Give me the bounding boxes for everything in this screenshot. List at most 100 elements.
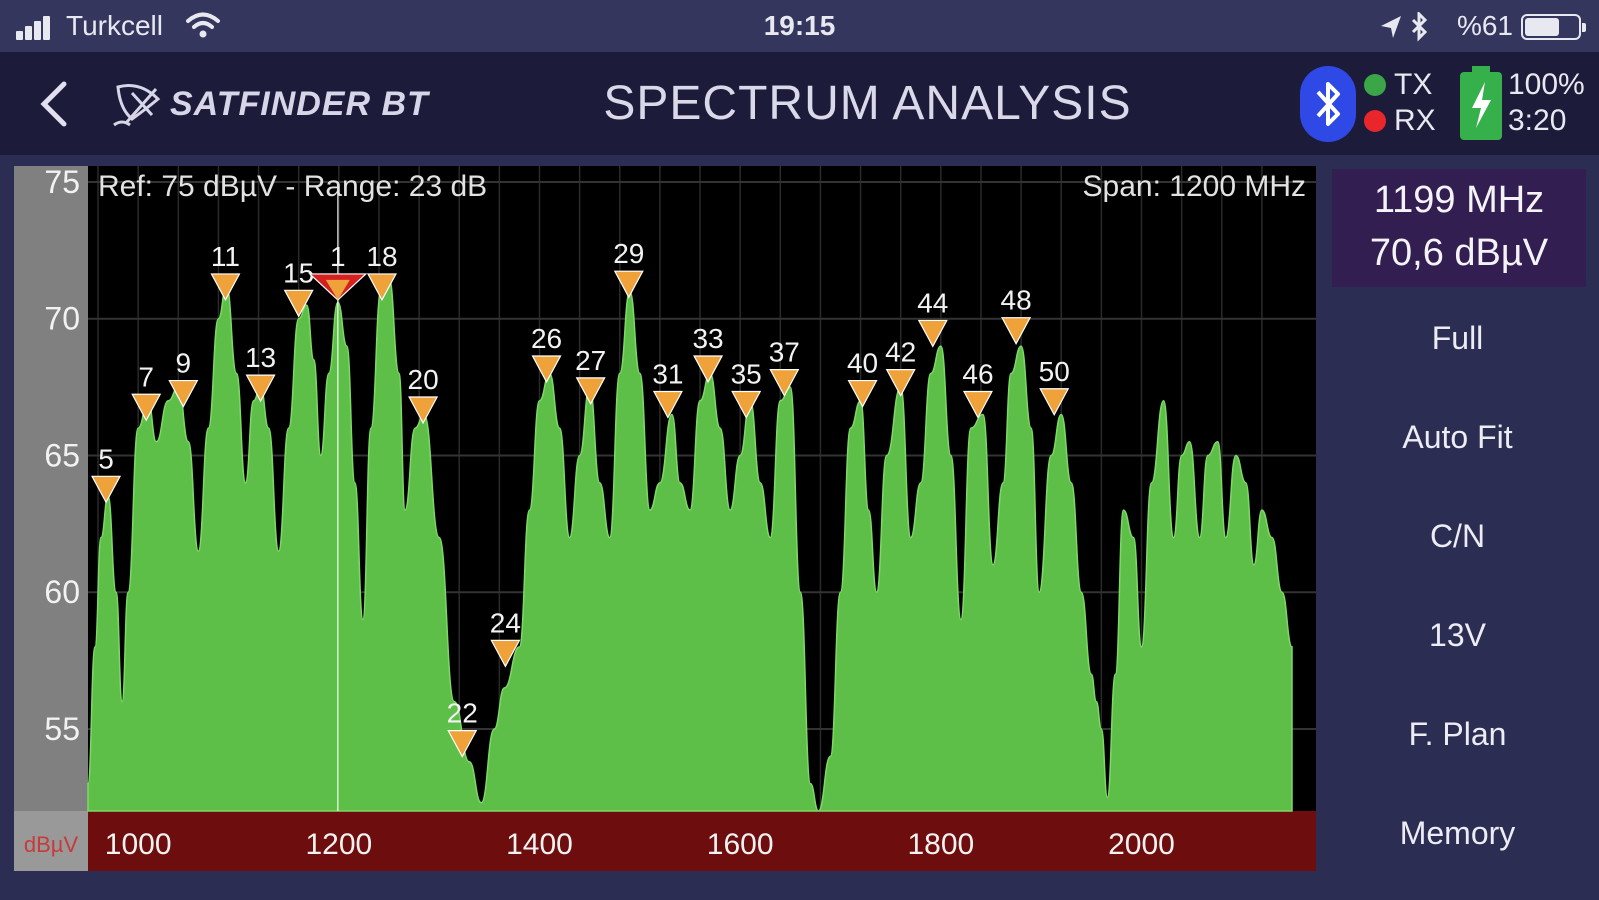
- unit-label: dBµV: [24, 832, 79, 857]
- device-battery-percent: 100%: [1508, 68, 1585, 101]
- bluetooth-connection-icon: [1300, 66, 1356, 142]
- side-panel: 1199 MHz 70,6 dBµV Full Auto Fit C/N 13V…: [1316, 155, 1599, 900]
- readout-level: 70,6 dBµV: [1369, 232, 1549, 274]
- 13v-button[interactable]: 13V: [1429, 617, 1486, 653]
- marker-label-40: 40: [847, 348, 878, 379]
- marker-triangle-42: [885, 369, 916, 397]
- marker-label-29: 29: [613, 238, 644, 269]
- marker-label-35: 35: [731, 359, 762, 390]
- span-label: Span: 1200 MHz: [1082, 170, 1306, 203]
- reference-label: Ref: 75 dBµV - Range: 23 dB: [98, 170, 488, 203]
- marker-label-27: 27: [575, 345, 606, 376]
- rx-led-icon: [1364, 110, 1386, 132]
- marker-label-13: 13: [245, 342, 276, 373]
- marker-readout: 1199 MHz 70,6 dBµV: [1332, 169, 1586, 287]
- marker-label-7: 7: [138, 361, 154, 392]
- location-bluetooth-icons: [1381, 12, 1428, 42]
- rx-indicator: RX: [1364, 104, 1436, 138]
- marker-triangle-5: [91, 475, 122, 504]
- marker-label-20: 20: [408, 364, 439, 395]
- marker-triangle-50: [1039, 388, 1070, 417]
- x-tick-label: 1800: [907, 828, 974, 861]
- x-axis-panel: [88, 811, 1316, 871]
- memory-button[interactable]: Memory: [1399, 815, 1516, 851]
- carrier-name: Turkcell: [66, 10, 163, 41]
- app-header: SATFINDER BT SPECTRUM ANALYSIS TX RX 100…: [0, 52, 1599, 155]
- marker-label-22: 22: [447, 698, 478, 729]
- tx-indicator: TX: [1364, 68, 1432, 102]
- marker-label-5: 5: [98, 443, 114, 474]
- marker-triangle-13: [245, 374, 276, 403]
- marker-label-44: 44: [917, 287, 948, 318]
- marker-label-50: 50: [1039, 356, 1070, 387]
- back-button[interactable]: [30, 74, 80, 134]
- x-tick-label: 1000: [105, 828, 172, 861]
- marker-label-26: 26: [531, 323, 562, 354]
- battery-percent: %61: [1456, 10, 1513, 41]
- x-tick-label: 1200: [305, 828, 372, 861]
- device-battery-icon: [1460, 66, 1502, 140]
- marker-label-37: 37: [769, 337, 800, 368]
- marker-triangle-18: [366, 273, 397, 302]
- chevron-left-icon: [40, 81, 67, 127]
- tx-led-icon: [1364, 74, 1386, 96]
- marker-triangle-20: [408, 396, 439, 425]
- location-arrow-icon: [1381, 16, 1401, 38]
- y-tick-label: 55: [44, 711, 80, 747]
- x-tick-label: 1600: [707, 828, 774, 861]
- marker-label-11: 11: [211, 241, 240, 272]
- satellite-icon: [113, 84, 161, 127]
- wifi-icon: [186, 12, 220, 38]
- auto-fit-button[interactable]: Auto Fit: [1402, 419, 1513, 455]
- marker-triangle-33: [693, 355, 724, 384]
- x-tick-label: 2000: [1108, 828, 1175, 861]
- marker-label-15: 15: [283, 257, 314, 288]
- device-battery-time: 3:20: [1508, 104, 1567, 137]
- marker-label-48: 48: [1001, 285, 1032, 316]
- marker-triangle-inner-1: [325, 279, 350, 300]
- marker-triangle-29: [613, 270, 644, 299]
- spectrum-chart[interactable]: 5 7 9 11 13 15 1 18 20 22 24 26 27 29 31 33 35 37 40 42 44 46…: [14, 166, 1316, 888]
- marker-triangle-31: [652, 390, 683, 419]
- marker-label-42: 42: [885, 337, 916, 368]
- marker-triangle-24: [490, 639, 521, 668]
- marker-label-9: 9: [176, 348, 192, 379]
- marker-triangle-22: [447, 730, 478, 758]
- unit-label-panel: [14, 811, 88, 871]
- marker-label-33: 33: [692, 323, 723, 354]
- rx-label: RX: [1394, 104, 1436, 137]
- marker-label-24: 24: [490, 607, 521, 638]
- marker-label-18: 18: [366, 241, 397, 272]
- marker-triangle-9: [168, 379, 199, 408]
- y-tick-label: 70: [44, 301, 80, 337]
- bluetooth-icon: [1411, 12, 1428, 42]
- logo-text: SATFINDER BT: [170, 84, 429, 123]
- y-tick-label: 75: [44, 166, 80, 200]
- x-tick-label: 1400: [506, 828, 573, 861]
- page-title: SPECTRUM ANALYSIS: [603, 77, 1132, 130]
- y-axis-panel: [14, 166, 88, 811]
- frequency-plan-button[interactable]: F. Plan: [1408, 716, 1507, 752]
- marker-triangle-40: [847, 379, 878, 408]
- readout-frequency: 1199 MHz: [1373, 179, 1545, 221]
- y-tick-label: 60: [44, 574, 80, 610]
- marker-label-1: 1: [330, 241, 346, 272]
- marker-triangle-44: [917, 319, 948, 348]
- marker-label-31: 31: [652, 359, 683, 390]
- marker-triangle-48: [1001, 317, 1032, 345]
- battery-icon: [1521, 14, 1586, 40]
- cn-button[interactable]: C/N: [1429, 518, 1486, 554]
- tx-label: TX: [1394, 68, 1433, 101]
- y-tick-label: 65: [44, 437, 80, 473]
- full-button[interactable]: Full: [1431, 320, 1484, 356]
- marker-triangle-15: [283, 289, 314, 318]
- status-bar: Turkcell 19:15 %61: [0, 0, 1599, 52]
- marker-triangle-26: [531, 355, 562, 384]
- clock: 19:15: [763, 10, 836, 41]
- marker-triangle-35: [731, 390, 762, 419]
- marker-triangle-46: [962, 390, 993, 419]
- marker-triangle-7: [131, 393, 162, 422]
- spectrum-area: [87, 276, 1293, 812]
- marker-label-46: 46: [962, 359, 993, 390]
